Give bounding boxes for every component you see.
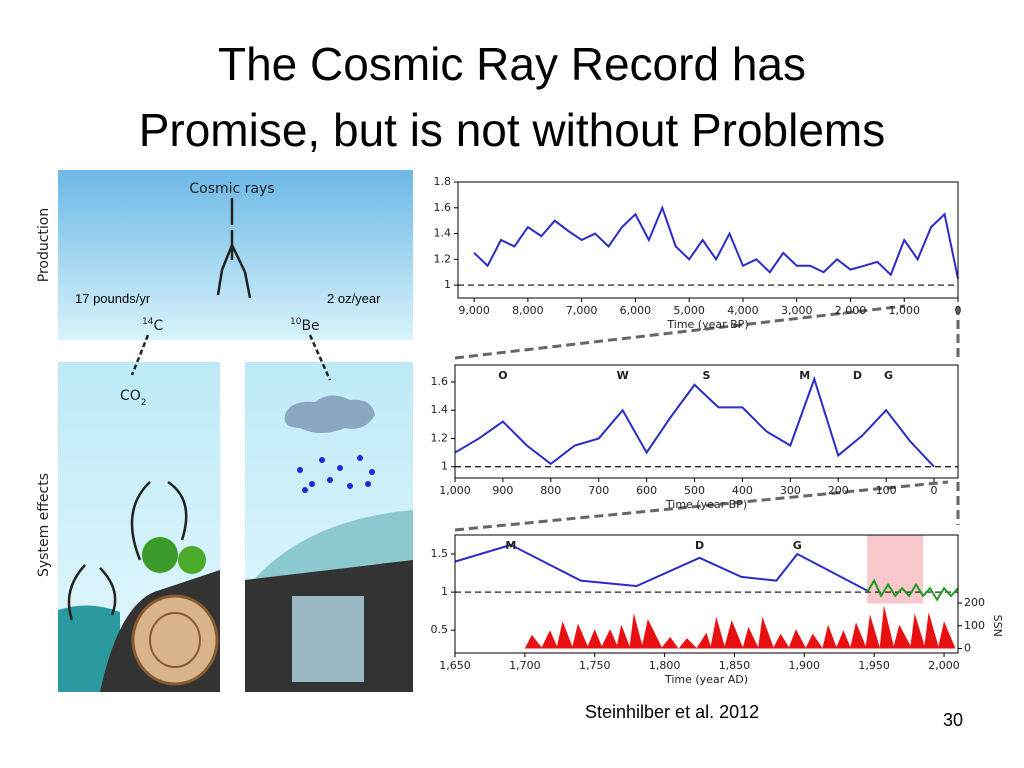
x-tick-label: 600 (636, 484, 657, 497)
y-tick-label: 1.8 (434, 175, 452, 188)
x-tick-label: 6,000 (620, 304, 652, 317)
page-number: 30 (943, 710, 963, 730)
annotation: G (793, 539, 802, 552)
y-tick-label: 1.2 (431, 431, 449, 444)
plot-frame (454, 534, 959, 654)
highlight-region (867, 535, 924, 604)
tree (178, 546, 206, 574)
cloud (284, 395, 375, 433)
x-tick-label: 400 (732, 484, 753, 497)
tree (142, 537, 178, 573)
x-tick-label: 1,000 (439, 484, 471, 497)
y-tick-label: 1 (441, 585, 448, 598)
x-axis-label: Time (year BP) (666, 318, 748, 331)
x-axis-label: Time (year AD) (664, 673, 748, 686)
x-tick-label: 2,000 (835, 304, 867, 317)
series-line (866, 578, 959, 602)
annotation: W (617, 369, 629, 382)
x-tick-label: 200 (828, 484, 849, 497)
citation: Steinhilber et al. 2012 (585, 702, 759, 722)
x-tick-label: 300 (780, 484, 801, 497)
series-line (473, 204, 959, 279)
series-line (454, 375, 935, 468)
mass-number: 10 (290, 317, 302, 327)
y-tick-label: 1.4 (431, 403, 449, 416)
ice-core (292, 596, 364, 682)
x-tick-label: 4,000 (727, 304, 759, 317)
x-tick-label: 1,650 (439, 659, 471, 672)
diagram: Cosmic rays Production System effects 17… (36, 170, 413, 692)
annotation: O (498, 369, 507, 382)
plot-background (458, 182, 958, 298)
zoom-connectors (454, 304, 960, 532)
production-label: Production (36, 208, 52, 282)
c14-rate: 17 pounds/yr (75, 291, 151, 306)
x-tick-label: 2,000 (928, 659, 960, 672)
annotation: S (703, 369, 711, 382)
plot-frame (457, 181, 959, 299)
x-tick-label: 8,000 (512, 304, 544, 317)
x-tick-label: 3,000 (781, 304, 813, 317)
y-tick-label: 1.4 (434, 227, 452, 240)
y-tick-label: 1 (444, 278, 451, 291)
y2-tick-label: 0 (964, 641, 971, 654)
cosmic-rays-label: Cosmic rays (189, 181, 274, 197)
y-tick-label: 0.5 (431, 623, 449, 636)
x-axis-label: Time (year BP) (665, 498, 747, 511)
c14-label: 14C (142, 317, 163, 334)
x-tick-label: 7,000 (566, 304, 598, 317)
sea (58, 605, 120, 692)
subscript: 2 (141, 398, 147, 408)
symbol: Be (301, 318, 319, 334)
annotation: D (853, 369, 862, 382)
y-tick-label: 1.6 (431, 375, 449, 388)
x-tick-label: 100 (876, 484, 897, 497)
x-tick-label: 5,000 (673, 304, 705, 317)
x-tick-label: 1,850 (719, 659, 751, 672)
title-line: Promise, but is not without Problems (139, 104, 886, 156)
ssn-area (524, 605, 956, 649)
be10-label: 10Be (290, 317, 320, 334)
y-tick-label: 1 (441, 460, 448, 473)
mass-number: 14 (142, 317, 154, 327)
annotation: M (799, 369, 810, 382)
x-tick-label: 1,800 (649, 659, 681, 672)
annotation: G (884, 369, 893, 382)
x-tick-label: 1,750 (579, 659, 611, 672)
x-tick-label: 700 (588, 484, 609, 497)
formula: CO (120, 388, 141, 404)
tree-rings (149, 612, 201, 668)
x-tick-label: 900 (492, 484, 513, 497)
y2-tick-label: 200 (964, 596, 985, 609)
system-effects-label: System effects (36, 473, 52, 577)
y2-axis-label: SSN (991, 615, 1004, 637)
tree-rings (131, 594, 219, 686)
x-tick-label: 800 (540, 484, 561, 497)
x-tick-label: 1,950 (858, 659, 890, 672)
title-line: The Cosmic Ray Record has (218, 38, 806, 90)
y-tick-label: 1.5 (431, 547, 449, 560)
symbol: C (153, 318, 163, 334)
annotation: M (505, 539, 516, 552)
annotation: D (695, 539, 704, 552)
x-tick-label: 1,000 (888, 304, 920, 317)
y-tick-label: 1.2 (434, 252, 452, 265)
x-tick-label: 9,000 (458, 304, 490, 317)
x-tick-label: 1,700 (509, 659, 541, 672)
y-tick-label: 1.6 (434, 201, 452, 214)
arrows (67, 198, 332, 621)
be10-rate: 2 oz/year (327, 291, 381, 306)
x-tick-label: 500 (684, 484, 705, 497)
series-line (454, 543, 868, 592)
snow (297, 455, 375, 493)
x-tick-label: 0 (931, 484, 938, 497)
x-tick-label: 0 (955, 304, 962, 317)
y2-tick-label: 100 (964, 619, 985, 632)
x-tick-label: 1,900 (789, 659, 821, 672)
co2-label: CO2 (120, 388, 147, 408)
plot-frame (454, 364, 959, 479)
